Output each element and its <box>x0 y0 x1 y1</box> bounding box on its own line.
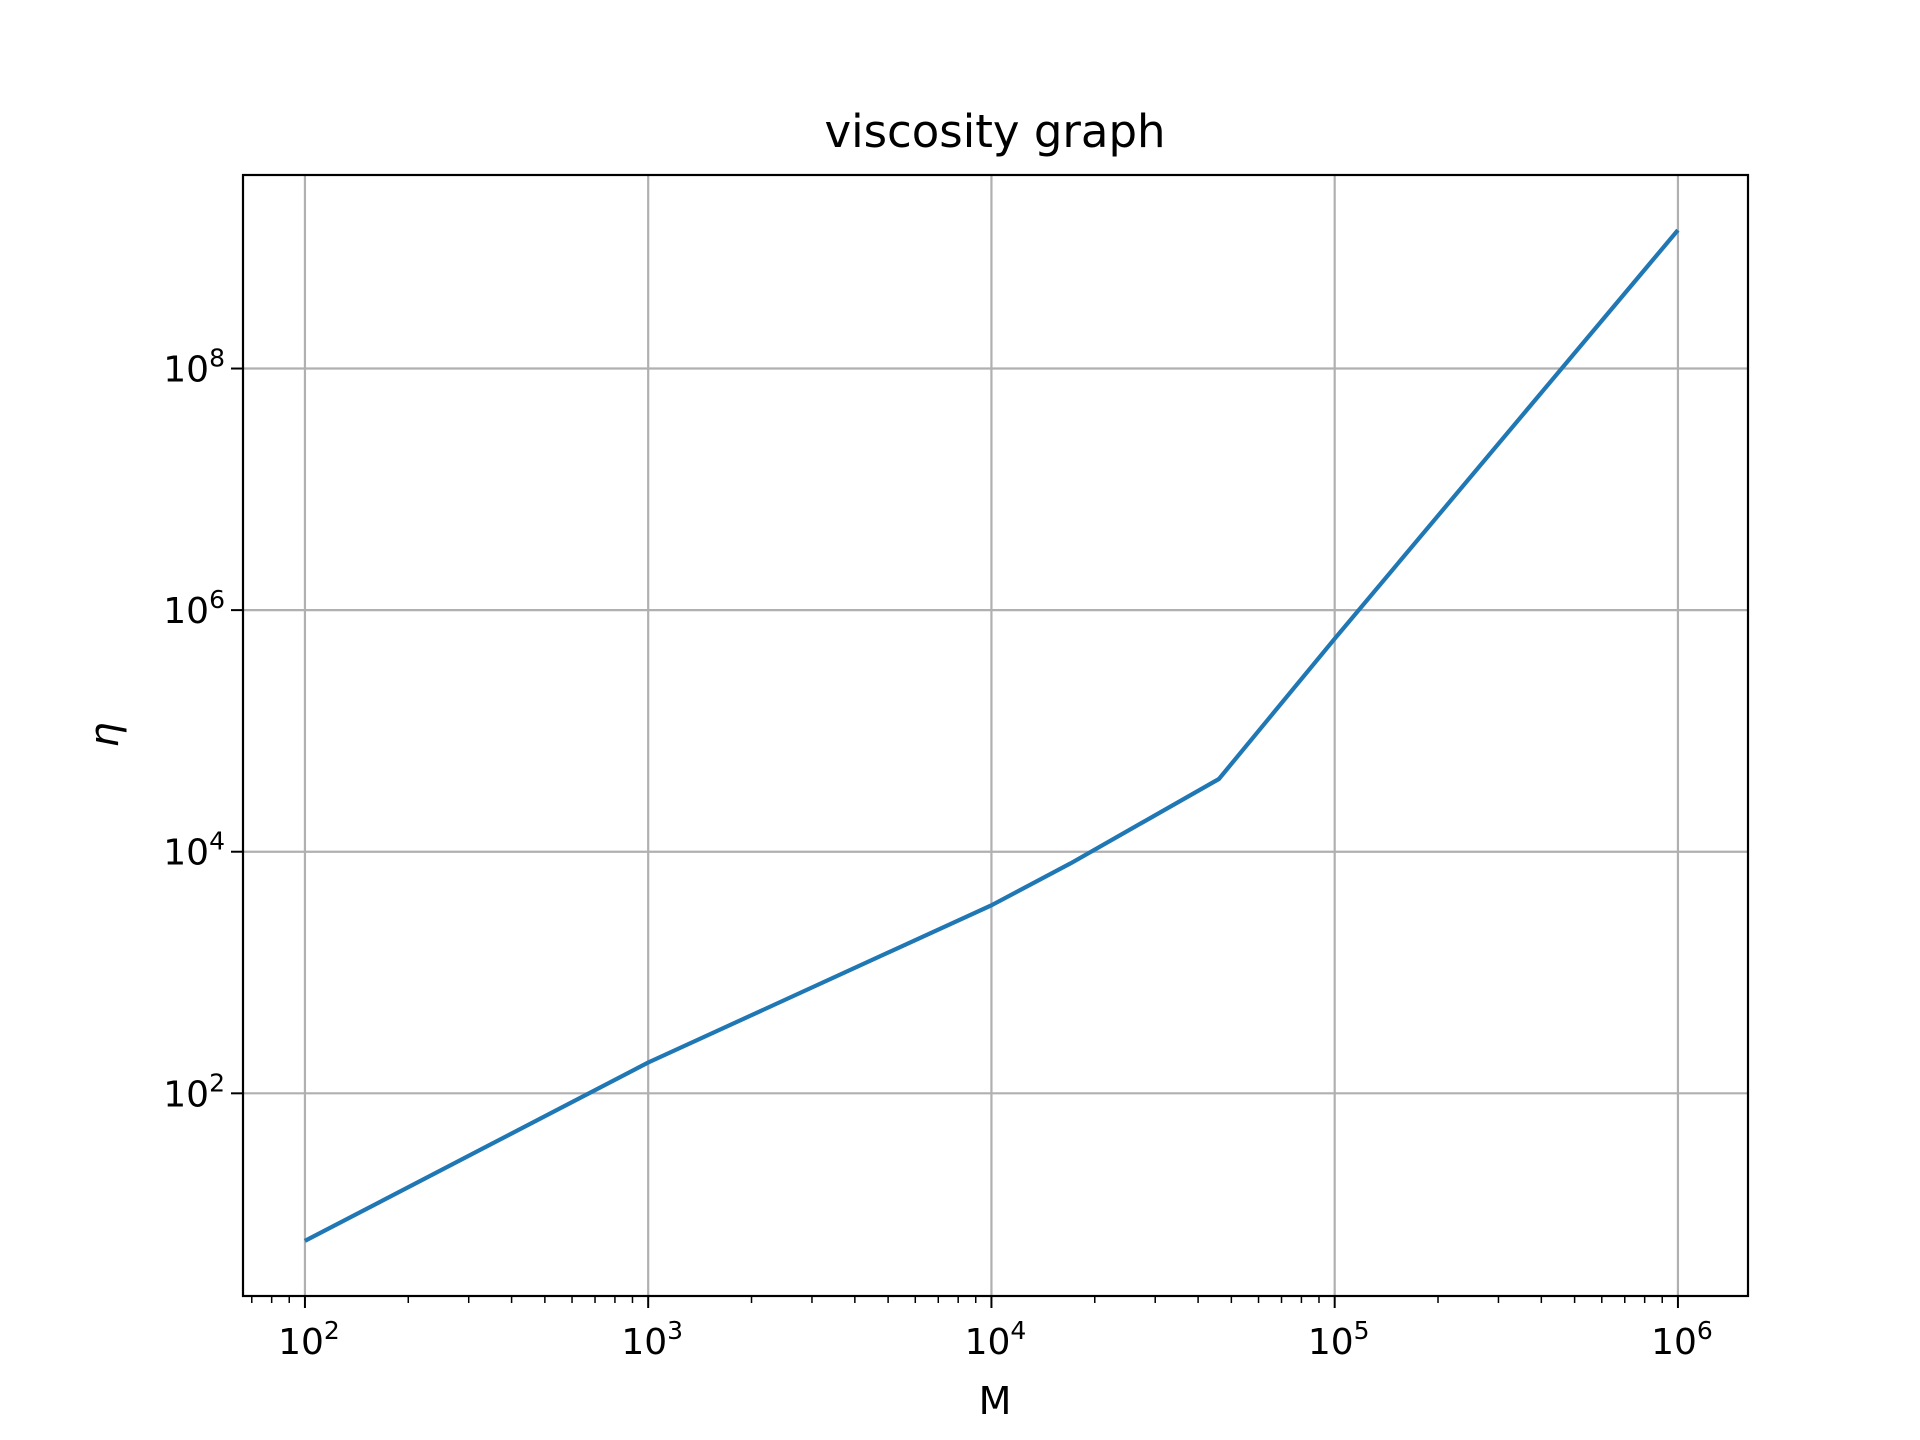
data-series <box>303 228 1680 1243</box>
y-tick-label: 108 <box>163 344 225 391</box>
y-tick-label: 106 <box>163 585 225 632</box>
x-axis-label: M <box>979 1379 1012 1423</box>
grid-lines <box>243 175 1748 1296</box>
axis-ticks <box>231 367 1679 1308</box>
y-axis-label: η <box>82 722 128 747</box>
x-tick-label: 104 <box>965 1316 1027 1363</box>
x-tick-label: 106 <box>1651 1316 1713 1363</box>
x-tick-label: 103 <box>621 1316 683 1363</box>
tick-labels: 102 103 104 105 106 102 104 106 108 <box>163 344 1713 1363</box>
plot-area-frame <box>241 173 1750 1298</box>
series-line <box>303 228 1680 1243</box>
y-tick-label: 104 <box>163 827 225 874</box>
x-tick-label: 102 <box>278 1316 340 1363</box>
x-tick-label: 105 <box>1308 1316 1370 1363</box>
y-tick-label: 102 <box>163 1068 225 1115</box>
chart-title: viscosity graph <box>824 105 1165 158</box>
